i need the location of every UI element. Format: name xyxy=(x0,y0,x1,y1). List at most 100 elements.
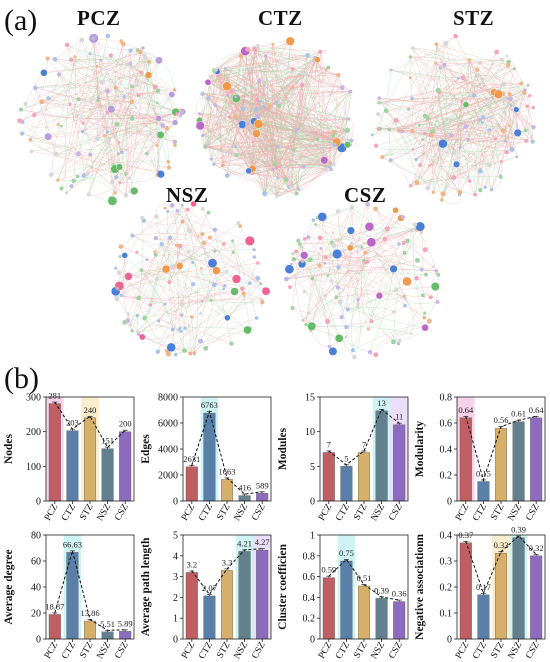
network-edge xyxy=(302,261,330,347)
network-node xyxy=(114,281,125,291)
network-edge xyxy=(252,262,261,284)
network-edge xyxy=(119,125,163,183)
network-node xyxy=(258,99,262,104)
y-tick-label: 0 xyxy=(173,635,178,646)
network-edge xyxy=(310,216,324,328)
y-tick-label: 0.4 xyxy=(303,593,316,604)
network-node xyxy=(99,79,105,85)
network-node xyxy=(414,180,420,186)
data-label: 240 xyxy=(84,405,97,415)
network-edge xyxy=(390,69,479,78)
x-tick-label: NSZ xyxy=(233,640,251,661)
network-node xyxy=(337,299,343,305)
network-edge xyxy=(30,74,60,140)
network-edge xyxy=(177,210,235,292)
x-tick-label: CSZ xyxy=(387,502,404,522)
network-node xyxy=(185,207,190,212)
network-node xyxy=(153,236,158,241)
network-node xyxy=(180,109,185,114)
network-edge xyxy=(410,77,502,162)
network-node xyxy=(422,131,427,136)
network-edge xyxy=(106,90,110,132)
network-edge xyxy=(19,120,59,129)
network-edge xyxy=(240,55,290,188)
network-edge xyxy=(439,83,505,94)
network-node xyxy=(397,338,402,343)
x-tick-label: STZ xyxy=(352,640,369,660)
network-edge xyxy=(282,142,337,169)
network-node xyxy=(254,316,259,320)
network-edge xyxy=(35,84,139,96)
network-node xyxy=(476,73,481,78)
network-node xyxy=(182,348,187,353)
network-node xyxy=(205,145,209,149)
network-nodes xyxy=(370,33,536,202)
network-node xyxy=(85,171,90,176)
network-node xyxy=(290,306,295,310)
network-edge xyxy=(264,68,294,194)
network-node xyxy=(59,124,63,128)
network-node xyxy=(262,191,267,197)
network-node xyxy=(174,243,179,248)
network-node xyxy=(148,303,153,307)
network-edge xyxy=(251,102,277,173)
network-edge xyxy=(337,287,399,344)
network-node xyxy=(522,90,527,95)
network-edge xyxy=(350,247,431,298)
y-tick-label: 6000 xyxy=(158,419,178,430)
network-edge xyxy=(424,274,439,319)
network-node xyxy=(244,235,255,246)
data-label: 281 xyxy=(48,391,61,401)
network-node xyxy=(209,157,213,161)
network-edge xyxy=(137,50,175,91)
x-tick-label: STZ xyxy=(78,640,95,660)
network-node xyxy=(385,226,390,232)
network-edge xyxy=(235,116,283,169)
network-edge xyxy=(70,59,116,170)
network-edge xyxy=(467,139,527,148)
network-node xyxy=(144,71,153,79)
network-node xyxy=(408,76,412,80)
network-edge xyxy=(131,118,158,176)
network-edge xyxy=(422,119,481,140)
y-tick-label: 2 xyxy=(173,593,178,604)
bar-nsz xyxy=(101,448,114,502)
network-edge xyxy=(200,284,215,342)
network-node xyxy=(434,42,439,47)
network-edge xyxy=(111,56,146,110)
network-edge xyxy=(127,244,162,314)
network-node xyxy=(509,104,513,108)
x-tick-label: PCZ xyxy=(180,640,197,660)
data-label: 6763 xyxy=(201,400,218,410)
network-node xyxy=(73,55,77,59)
network-edge xyxy=(425,115,518,134)
network-node xyxy=(396,128,401,133)
network-edge xyxy=(206,101,261,147)
network-node xyxy=(499,57,504,62)
network-edge xyxy=(155,242,205,256)
network-node xyxy=(52,56,58,62)
network-edge xyxy=(121,233,203,296)
network-node xyxy=(425,185,431,191)
network-node xyxy=(317,263,322,268)
network-edge xyxy=(199,82,210,114)
network-edges xyxy=(115,203,267,355)
network-node xyxy=(307,311,311,315)
network-node xyxy=(509,147,515,152)
network-edge xyxy=(415,95,530,160)
network-edge xyxy=(90,60,103,102)
network-node xyxy=(155,115,162,122)
network-node xyxy=(345,307,350,312)
network-node xyxy=(114,266,118,270)
network-node xyxy=(253,106,259,112)
network-node xyxy=(348,89,353,94)
network-edge xyxy=(307,55,351,92)
network-node xyxy=(166,160,171,164)
network-node xyxy=(332,142,337,148)
x-tick-label: STZ xyxy=(489,502,506,522)
network-edge xyxy=(43,63,131,74)
network-edge xyxy=(357,296,405,302)
network-edge xyxy=(469,59,513,150)
network-node xyxy=(190,281,196,287)
network-node xyxy=(212,227,218,232)
